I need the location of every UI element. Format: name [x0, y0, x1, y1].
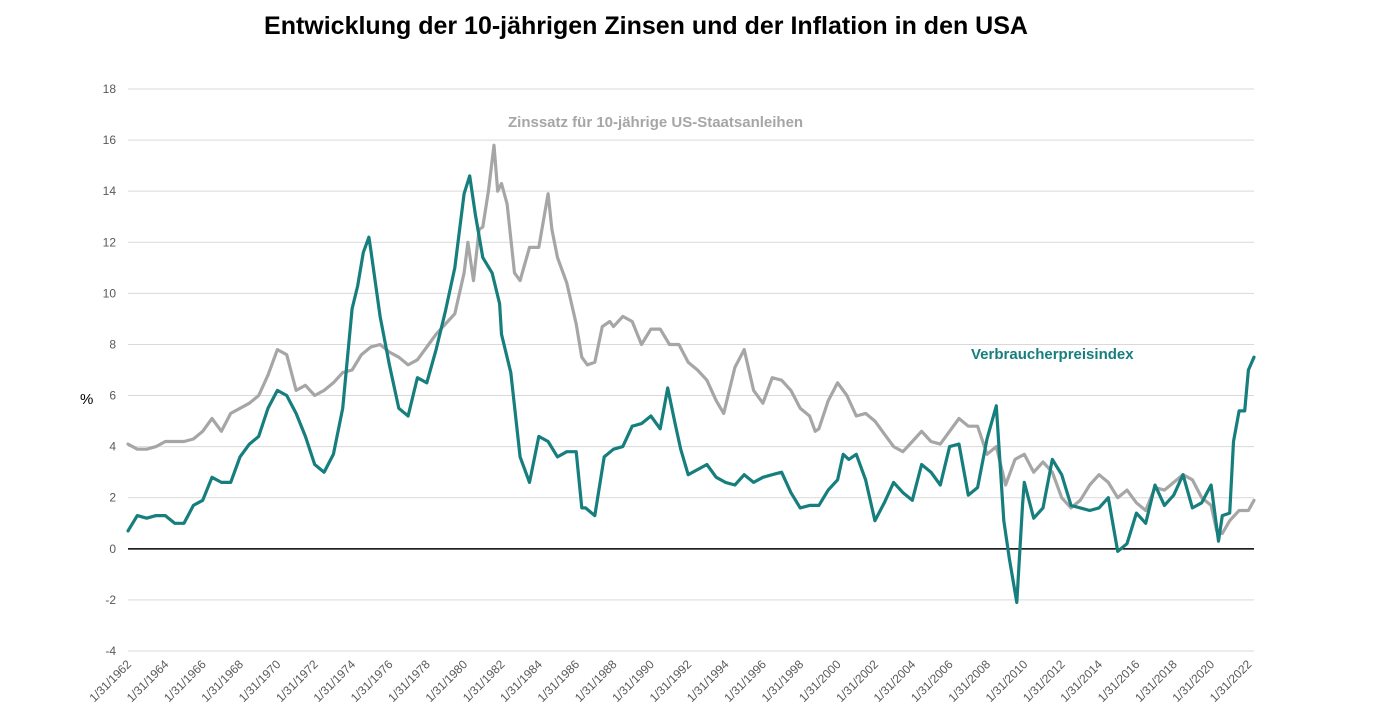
- x-axis-tick-labels: 1/31/19621/31/19641/31/19661/31/19681/31…: [86, 657, 1254, 705]
- y-tick-label: 8: [109, 337, 116, 351]
- series-line-0: [126, 143, 1256, 536]
- y-tick-label: 14: [103, 184, 117, 198]
- y-axis-label: %: [80, 391, 93, 408]
- series-line-1: [126, 174, 1256, 605]
- y-tick-label: -2: [105, 593, 116, 607]
- y-tick-label: 2: [109, 491, 116, 505]
- y-tick-label: -4: [105, 644, 116, 658]
- y-tick-label: 16: [103, 133, 117, 147]
- gridlines: [128, 88, 1254, 652]
- y-tick-label: 18: [103, 82, 117, 96]
- y-tick-label: 0: [109, 542, 116, 556]
- y-tick-label: 10: [103, 286, 117, 300]
- chart-title: Entwicklung der 10-jährigen Zinsen und d…: [264, 12, 1028, 40]
- series-lines: [126, 143, 1256, 605]
- y-axis-tick-labels: -4 -2 0 2 4 6 8 10 12 14 16 18: [103, 82, 117, 658]
- series-label-zinssatz: Zinssatz für 10-jährige US-Staatsanleihe…: [508, 114, 803, 131]
- y-tick-label: 6: [109, 389, 116, 403]
- series-label-verbraucherpreisindex: Verbraucherpreisindex: [971, 346, 1134, 363]
- y-tick-label: 12: [103, 235, 117, 249]
- y-tick-label: 4: [109, 440, 116, 454]
